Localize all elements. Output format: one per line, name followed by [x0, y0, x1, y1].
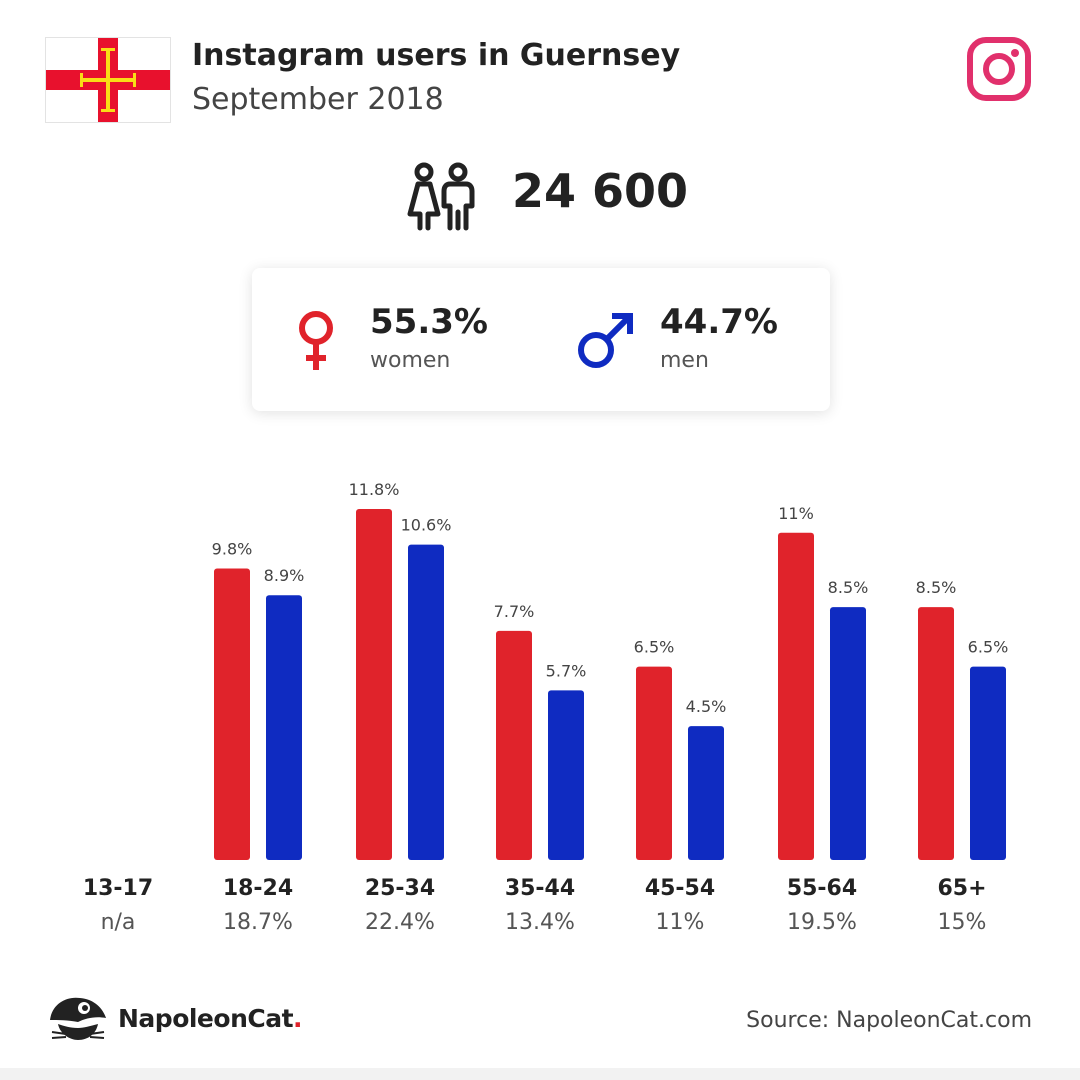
instagram-icon — [967, 37, 1031, 101]
male-icon — [578, 313, 633, 368]
total-users-value: 24 600 — [512, 164, 689, 218]
category-total-65+: 15% — [937, 910, 987, 935]
data-label-women-65+: 8.5% — [916, 578, 957, 597]
women-label: women — [370, 348, 451, 373]
bar-men-65+ — [970, 666, 1006, 860]
data-label-men-45-54: 4.5% — [686, 697, 727, 716]
bar-women-55-64 — [778, 532, 814, 860]
data-label-men-35-44: 5.7% — [546, 661, 587, 680]
female-icon — [299, 311, 333, 370]
brand-name-dot: . — [293, 1004, 303, 1033]
brand-name-text: NapoleonCat — [118, 1004, 294, 1033]
bar-men-18-24 — [266, 595, 302, 860]
women-percent: 55.3% — [370, 302, 488, 342]
users-icon — [407, 162, 475, 231]
bar-women-65+ — [918, 607, 954, 860]
bar-men-45-54 — [688, 726, 724, 860]
data-label-men-65+: 6.5% — [968, 638, 1009, 657]
footer-strip — [0, 1068, 1080, 1080]
bar-women-18-24 — [214, 568, 250, 860]
men-percent: 44.7% — [660, 302, 778, 342]
age-gender-bar-chart: 9.8% 11.8% 7.7% 6.5% 11% 8.5% 8.9% 10.6% 5.7% 4.5… — [212, 480, 1009, 860]
category-label-35-44: 35-44 — [504, 876, 576, 901]
category-total-35-44: 13.4% — [505, 910, 575, 935]
brand-name: NapoleonCat. — [118, 1004, 303, 1033]
category-total-13-17: n/a — [100, 910, 136, 935]
category-label-45-54: 45-54 — [644, 876, 716, 901]
bar-men-25-34 — [408, 544, 444, 860]
gender-split-card: 55.3% women 44.7% men — [252, 268, 830, 411]
napoleoncat-logo-icon — [50, 997, 106, 1040]
bar-women-35-44 — [496, 630, 532, 860]
data-label-women-55-64: 11% — [778, 504, 814, 523]
chart-subtitle: September 2018 — [192, 82, 444, 117]
data-label-women-35-44: 7.7% — [494, 602, 535, 621]
category-total-18-24: 18.7% — [223, 910, 293, 935]
category-label-55-64: 55-64 — [786, 876, 858, 901]
category-total-55-64: 19.5% — [787, 910, 857, 935]
category-total-45-54: 11% — [655, 910, 705, 935]
bar-men-55-64 — [830, 607, 866, 860]
men-label: men — [660, 348, 709, 373]
data-label-men-18-24: 8.9% — [264, 566, 305, 585]
category-label-13-17: 13-17 — [82, 876, 154, 901]
bar-women-45-54 — [636, 666, 672, 860]
bar-women-25-34 — [356, 508, 392, 860]
chart-title: Instagram users in Guernsey — [192, 38, 681, 73]
guernsey-flag-icon — [46, 38, 170, 122]
data-label-women-45-54: 6.5% — [634, 638, 675, 657]
category-total-25-34: 22.4% — [365, 910, 435, 935]
data-label-women-25-34: 11.8% — [349, 480, 400, 499]
data-label-men-55-64: 8.5% — [828, 578, 869, 597]
category-label-65+: 65+ — [937, 876, 987, 901]
category-label-18-24: 18-24 — [222, 876, 294, 901]
data-label-women-18-24: 9.8% — [212, 539, 253, 558]
source-credit: Source: NapoleonCat.com — [746, 1008, 1032, 1033]
data-label-men-25-34: 10.6% — [401, 516, 452, 535]
bar-men-35-44 — [548, 690, 584, 860]
category-label-25-34: 25-34 — [364, 876, 436, 901]
